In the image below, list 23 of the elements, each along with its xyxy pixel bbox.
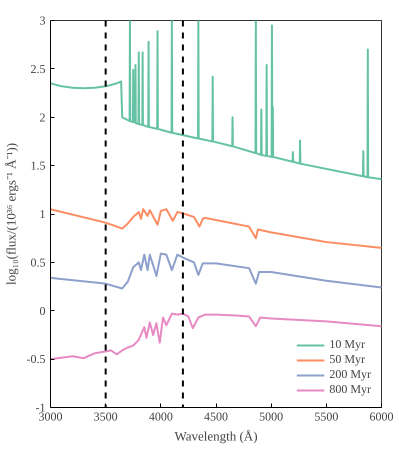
y-tick-label: 2 <box>40 110 46 124</box>
legend-label: 50 Myr <box>329 352 365 367</box>
y-tick-label: 0.5 <box>30 255 46 270</box>
x-tick-label: 6000 <box>370 410 394 424</box>
x-tick-label: 3500 <box>94 410 118 424</box>
y-tick-label: 1.5 <box>30 158 46 173</box>
x-tick-label: 4000 <box>148 410 173 424</box>
line-series <box>50 208 382 249</box>
x-tick-label: 5500 <box>314 410 338 424</box>
legend-label: 200 Myr <box>329 367 371 382</box>
y-tick-label: 0 <box>40 304 46 318</box>
legend-label: 10 Myr <box>329 337 365 352</box>
y-tick-label: -0.5 <box>26 352 46 366</box>
x-axis-title: Wavelength (Å) <box>174 428 258 444</box>
legend-label: 800 Myr <box>329 382 371 397</box>
line-series <box>50 20 382 180</box>
y-tick-label: 3 <box>40 14 46 28</box>
y-tick-label: 1 <box>40 207 46 221</box>
line-series <box>50 252 382 290</box>
x-tick-label: 4500 <box>204 410 228 424</box>
y-tick-label: 2.5 <box>30 62 46 76</box>
x-tick-label: 5000 <box>259 410 284 424</box>
y-axis-title: log₁₀(flux/(10³⁶ ergs⁻¹ Å⁻¹)) <box>4 142 19 286</box>
